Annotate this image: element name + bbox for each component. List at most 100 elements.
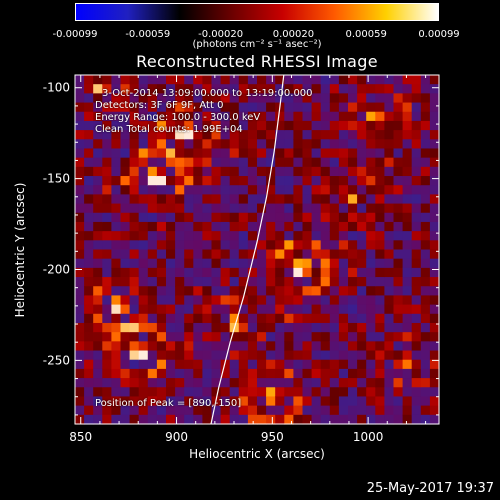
heatmap-cell <box>156 166 167 177</box>
heatmap-cell <box>238 139 249 150</box>
heatmap-cell <box>120 212 131 223</box>
heatmap-cell <box>320 130 331 140</box>
heatmap-cell <box>238 286 249 297</box>
heatmap-cell <box>311 249 322 260</box>
heatmap-cell <box>375 258 385 269</box>
heatmap-cell <box>338 286 349 297</box>
heatmap-cell <box>348 249 358 260</box>
heatmap-cell <box>320 304 331 315</box>
heatmap-cell <box>138 313 149 324</box>
heatmap-cell <box>275 277 285 287</box>
heatmap-cell <box>266 341 276 352</box>
heatmap-cell <box>138 378 149 388</box>
heatmap-cell <box>75 322 85 333</box>
heatmap-cell <box>266 414 276 425</box>
heatmap-cell <box>120 157 131 168</box>
heatmap-cell <box>184 157 194 168</box>
heatmap-cell <box>138 93 149 104</box>
heatmap-cell <box>384 93 395 104</box>
heatmap-cell <box>393 166 404 177</box>
heatmap-cell <box>302 157 313 168</box>
heatmap-cell <box>166 231 176 241</box>
heatmap-cell <box>366 313 376 324</box>
heatmap-cell <box>93 93 103 104</box>
heatmap-cell <box>320 295 331 306</box>
heatmap-cell <box>147 322 158 333</box>
heatmap-cell <box>266 221 276 232</box>
heatmap-cell <box>266 396 276 407</box>
heatmap-cell <box>320 185 331 195</box>
heatmap-cell <box>238 130 249 140</box>
heatmap-cell <box>166 130 176 140</box>
heatmap-cell <box>102 185 112 195</box>
heatmap-cell <box>111 249 122 260</box>
heatmap-cell <box>111 258 122 269</box>
heatmap-cell <box>429 295 440 306</box>
heatmap-cell <box>102 322 112 333</box>
heatmap-cell <box>93 368 103 379</box>
heatmap-cell <box>238 194 249 205</box>
heatmap-cell <box>220 157 231 168</box>
heatmap-cell <box>220 93 231 104</box>
heatmap-cell <box>429 350 440 361</box>
heatmap-cell <box>93 286 103 297</box>
heatmap-cell <box>348 322 358 333</box>
heatmap-cell <box>320 221 331 232</box>
heatmap-cell <box>211 130 222 140</box>
heatmap-cell <box>357 84 367 94</box>
heatmap-cell <box>147 249 158 260</box>
heatmap-cell <box>193 368 203 379</box>
heatmap-cell <box>211 286 222 297</box>
heatmap-cell <box>302 148 313 159</box>
heatmap-cell <box>429 212 440 223</box>
heatmap-cell <box>102 396 112 407</box>
heatmap-cell <box>293 203 304 214</box>
heatmap-cell <box>238 157 249 168</box>
heatmap-cell <box>184 139 194 150</box>
heatmap-cell <box>257 414 267 425</box>
heatmap-cell <box>329 405 340 416</box>
heatmap-cell <box>320 368 331 379</box>
heatmap-cell <box>184 221 194 232</box>
heatmap-cell <box>275 286 285 297</box>
heatmap-cell <box>120 414 131 425</box>
heatmap-cell <box>311 341 322 352</box>
heatmap-cell <box>111 221 122 232</box>
heatmap-cell <box>329 194 340 205</box>
heatmap-cell <box>166 295 176 306</box>
heatmap-cell <box>138 277 149 287</box>
heatmap-cell <box>211 139 222 150</box>
heatmap-cell <box>175 396 185 407</box>
heatmap-cell <box>184 387 194 398</box>
heatmap-cell <box>338 148 349 159</box>
heatmap-cell <box>102 75 112 85</box>
heatmap-cell <box>156 148 167 159</box>
heatmap-cell <box>147 75 158 85</box>
heatmap-cell <box>84 75 94 85</box>
heatmap-cell <box>429 157 440 168</box>
heatmap-cell <box>211 240 222 251</box>
heatmap-cell <box>220 139 231 150</box>
heatmap-cell <box>411 111 422 122</box>
heatmap-cell <box>429 277 440 287</box>
heatmap-cell <box>357 378 367 388</box>
heatmap-cell <box>247 120 258 131</box>
heatmap-cell <box>156 75 167 85</box>
heatmap-cell <box>120 277 131 287</box>
heatmap-cell <box>357 332 367 342</box>
heatmap-cell <box>402 414 413 425</box>
heatmap-cell <box>402 378 413 388</box>
heatmap-cell <box>257 378 267 388</box>
heatmap-cell <box>375 240 385 251</box>
heatmap-cell <box>156 350 167 361</box>
heatmap-cell <box>348 286 358 297</box>
heatmap-cell <box>429 130 440 140</box>
heatmap-cell <box>156 130 167 140</box>
heatmap-cell <box>84 111 94 122</box>
heatmap-cell <box>302 249 313 260</box>
heatmap-cell <box>429 332 440 342</box>
heatmap-cell <box>220 120 231 131</box>
heatmap-cell <box>375 359 385 370</box>
heatmap-cell <box>284 194 294 205</box>
heatmap-cell <box>129 322 140 333</box>
